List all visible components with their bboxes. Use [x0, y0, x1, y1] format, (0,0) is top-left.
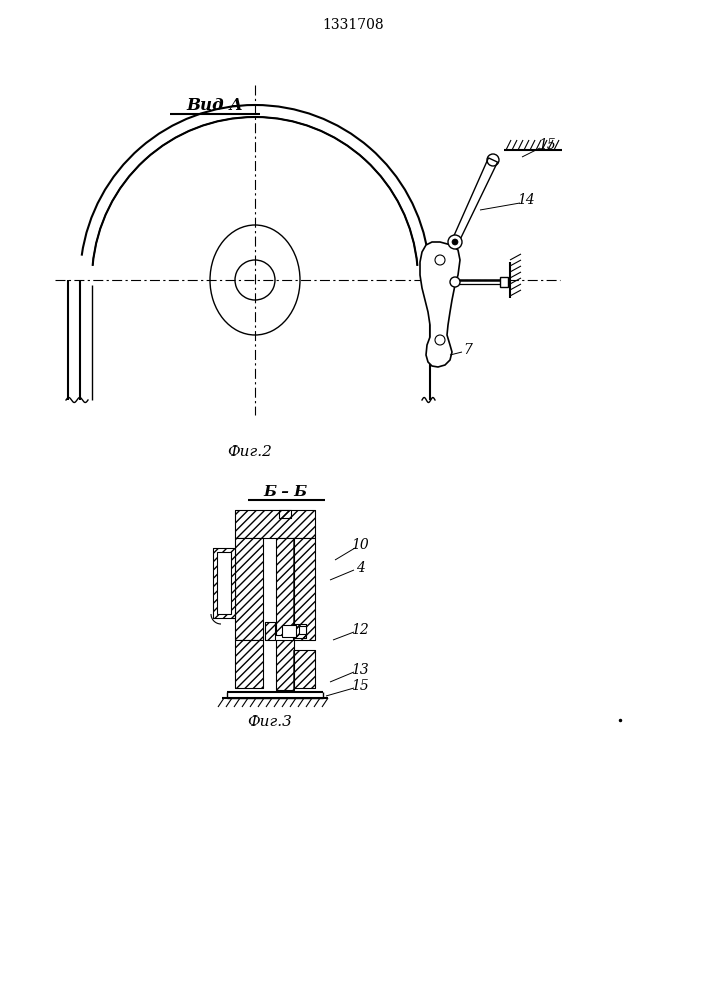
Bar	[282, 625, 296, 637]
Bar	[276, 640, 294, 690]
Text: Б – Б: Б – Б	[263, 485, 307, 499]
Bar	[235, 640, 263, 688]
Text: Фиг.3: Фиг.3	[247, 715, 293, 729]
Text: Фиг.2: Фиг.2	[228, 445, 272, 459]
Bar	[235, 538, 263, 640]
Bar	[276, 640, 294, 690]
Text: Вид А: Вид А	[187, 97, 243, 113]
Circle shape	[448, 235, 462, 249]
Bar	[235, 510, 315, 538]
Bar	[213, 548, 235, 618]
Text: 10: 10	[351, 538, 369, 552]
Circle shape	[452, 239, 458, 245]
Circle shape	[435, 255, 445, 265]
Bar	[279, 510, 291, 518]
Bar	[293, 538, 315, 640]
Text: 7: 7	[464, 343, 472, 357]
Text: 15: 15	[351, 679, 369, 693]
Bar	[235, 538, 263, 640]
Text: 1331708: 1331708	[322, 18, 384, 32]
Bar	[500, 277, 508, 287]
Bar	[265, 622, 275, 640]
Text: 14: 14	[517, 193, 535, 207]
Text: 15: 15	[538, 138, 556, 152]
Bar	[293, 650, 315, 688]
Bar	[235, 640, 263, 688]
Bar	[293, 624, 306, 638]
Text: 13: 13	[351, 663, 369, 677]
Circle shape	[435, 335, 445, 345]
Bar	[235, 510, 315, 538]
Bar	[279, 510, 291, 518]
Polygon shape	[452, 158, 498, 243]
Bar	[265, 622, 275, 640]
Text: 4: 4	[356, 561, 364, 575]
Circle shape	[450, 277, 460, 287]
Bar	[293, 650, 315, 688]
Bar	[276, 538, 294, 635]
Bar	[213, 548, 235, 618]
Bar	[276, 538, 294, 635]
Bar	[293, 624, 306, 638]
Text: 12: 12	[351, 623, 369, 637]
Bar	[293, 538, 315, 640]
Bar	[299, 626, 306, 634]
Polygon shape	[420, 242, 460, 367]
Bar	[217, 552, 231, 614]
